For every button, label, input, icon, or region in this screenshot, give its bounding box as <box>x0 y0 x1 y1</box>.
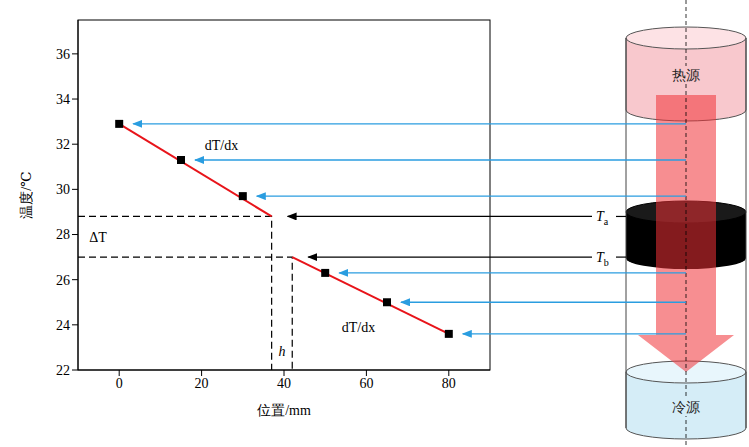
svg-text:0: 0 <box>116 376 123 391</box>
svg-text:26: 26 <box>56 273 70 288</box>
svg-text:冷源: 冷源 <box>672 399 700 415</box>
svg-text:22: 22 <box>56 363 70 378</box>
svg-text:ΔT: ΔT <box>89 230 107 245</box>
svg-text:24: 24 <box>56 318 70 333</box>
svg-text:h: h <box>278 344 285 359</box>
svg-text:32: 32 <box>56 137 70 152</box>
svg-text:36: 36 <box>56 47 70 62</box>
svg-text:Ta: Ta <box>596 209 609 227</box>
svg-text:80: 80 <box>442 376 456 391</box>
svg-text:Tb: Tb <box>596 250 609 268</box>
svg-text:40: 40 <box>277 376 291 391</box>
svg-text:30: 30 <box>56 182 70 197</box>
svg-text:20: 20 <box>195 376 209 391</box>
svg-text:dT/dx: dT/dx <box>342 320 375 335</box>
svg-text:温度/℃: 温度/℃ <box>19 171 34 219</box>
svg-text:热源: 热源 <box>672 67 700 83</box>
svg-text:位置/mm: 位置/mm <box>257 403 311 418</box>
svg-text:60: 60 <box>359 376 373 391</box>
svg-text:34: 34 <box>56 92 70 107</box>
svg-text:28: 28 <box>56 227 70 242</box>
svg-text:dT/dx: dT/dx <box>205 138 238 153</box>
